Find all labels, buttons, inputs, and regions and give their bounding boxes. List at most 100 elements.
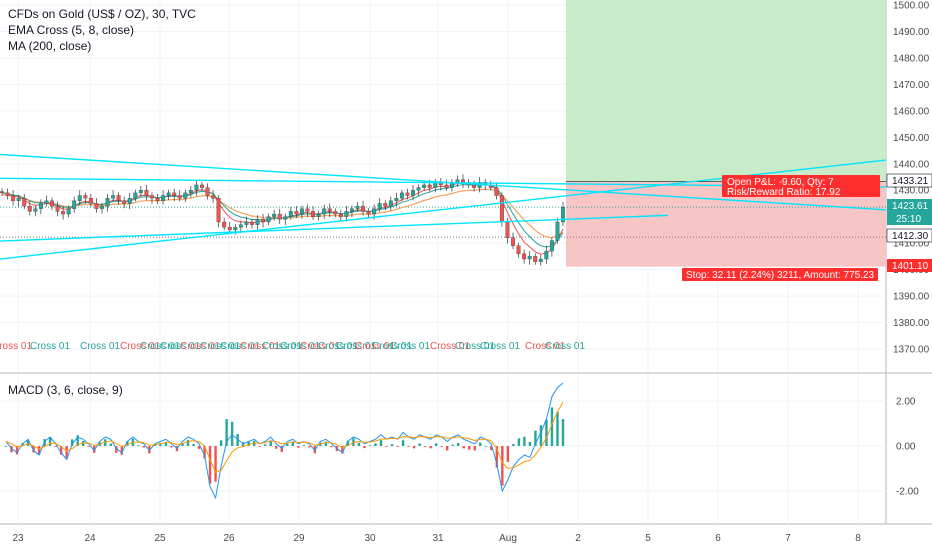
macd-histogram-bar [54, 446, 57, 447]
macd-histogram-bar [10, 446, 13, 453]
macd-axis[interactable]: 2.00 0.00 -2.00 [896, 397, 919, 498]
candle-body [0, 191, 4, 194]
candle-body [272, 213, 277, 217]
candle-body [166, 192, 171, 196]
cross-label: Cross 01 [120, 341, 160, 352]
macd-histogram-bar [302, 445, 306, 446]
macd-histogram-bar [275, 446, 278, 449]
cross-label: Cross 01 [160, 341, 200, 352]
macd-histogram-bar [561, 419, 565, 446]
candle-body [27, 205, 32, 212]
macd-histogram-bar [357, 442, 361, 446]
candle-body [105, 198, 110, 207]
candle-body [394, 198, 399, 201]
cross-label: Cross 01 [300, 341, 340, 352]
candle-body [61, 211, 66, 215]
price-tick-label: 1390.00 [893, 292, 930, 303]
candle-body [499, 195, 504, 223]
candle-body [383, 203, 388, 207]
macd-histogram-bar [15, 446, 19, 455]
cross-label: Cross 01 [80, 341, 120, 352]
macd-histogram-bar [429, 446, 432, 449]
macd-histogram-bar [440, 446, 443, 447]
macd-histogram-bar [120, 446, 124, 455]
macd-histogram-bar [352, 438, 355, 446]
cross-label: Cross 01 [455, 341, 495, 352]
candle-body [38, 203, 43, 209]
candle-body [255, 219, 260, 225]
cross-label: Cross 01 [355, 341, 395, 352]
macd-histogram-bar [297, 446, 300, 448]
candle-body [366, 211, 371, 215]
macd-histogram-bar [412, 446, 416, 449]
candle-body [533, 256, 538, 262]
candle-body [311, 211, 315, 217]
macd-histogram-bar [93, 446, 96, 453]
legend-macd[interactable]: MACD (3, 6, close, 9) [8, 383, 123, 397]
candle-body [561, 206, 565, 223]
candle-body [44, 200, 49, 204]
position-info[interactable]: Open P&L: -9.60, Qty: 7 Risk/Reward Rati… [722, 175, 880, 198]
candle-body [22, 198, 27, 207]
candle-body [344, 211, 349, 217]
macd-histogram-bar [181, 443, 184, 446]
candle-body [211, 195, 216, 199]
candle-body [238, 224, 243, 228]
legend-ema-cross[interactable]: EMA Cross (5, 8, close) [8, 23, 135, 37]
macd-histogram-bar [197, 446, 201, 449]
candle-body [399, 192, 404, 199]
cross-label: Cross 01 [30, 341, 70, 352]
cross-label: Cross 01 [480, 341, 520, 352]
macd-histogram-bar [208, 446, 212, 484]
macd-histogram-bar [550, 407, 554, 446]
macd-histogram-bar [512, 444, 515, 446]
candle-body [416, 187, 421, 191]
candle-body [72, 200, 77, 209]
cross-label: Cross 01 [545, 341, 585, 352]
stop-box [682, 268, 878, 281]
candle-body [194, 184, 199, 191]
candle-body [283, 216, 288, 220]
cross-label: Cross 01 [430, 341, 470, 352]
time-tick-label: 6 [715, 533, 721, 544]
macd-tick-label: -2.00 [896, 487, 919, 498]
candle-body [555, 221, 560, 241]
macd-legend[interactable]: MACD (3, 6, close, 9) [8, 382, 123, 398]
candle-body [250, 221, 254, 225]
cross-label: Cross 01 [262, 341, 302, 352]
legend-ma200[interactable]: MA (200, close) [8, 39, 92, 53]
time-axis[interactable]: 23 24 25 26 29 30 31 Aug 2 5 6 7 8 [12, 533, 861, 544]
macd-histogram-bar [26, 439, 30, 446]
chart-legend[interactable]: CFDs on Gold (US$ / OZ), 30, TVC EMA Cro… [8, 6, 196, 54]
macd-pane[interactable] [0, 374, 886, 524]
macd-histogram-bar [286, 443, 289, 446]
candle-body [444, 184, 449, 188]
macd-histogram-bar [374, 443, 377, 446]
tag-last: 1423.61 25:10 [887, 199, 932, 225]
macd-histogram-bar [59, 446, 63, 455]
candle-body [177, 195, 182, 199]
candle-body [472, 184, 477, 188]
macd-histogram-bar [4, 446, 8, 447]
macd-histogram-bar [523, 436, 526, 446]
macd-histogram-bar [280, 446, 283, 453]
candle-body [88, 198, 93, 204]
legend-title[interactable]: CFDs on Gold (US$ / OZ), 30, TVC [8, 7, 196, 21]
cross-label: Cross 01 [0, 341, 32, 352]
macd-histogram-bar [484, 445, 487, 447]
candle-body [172, 192, 177, 196]
stop-info[interactable]: Stop: 32.11 (2.24%) 3211, Amount: 775.23 [682, 268, 878, 281]
time-tick-label: 30 [364, 533, 376, 544]
cross-label: Cross 01 [200, 341, 240, 352]
candle-body [511, 237, 515, 246]
macd-histogram-bar [164, 441, 168, 446]
stop-text: Stop: 32.11 (2.24%) 3211, Amount: 775.23 [686, 270, 875, 281]
candle-body [138, 190, 143, 194]
candle-body [33, 208, 38, 212]
macd-histogram-bar [37, 446, 41, 455]
macd-histogram-bar [48, 437, 52, 446]
macd-tick-label: 0.00 [896, 442, 916, 453]
candle-body [516, 245, 521, 254]
candle-body [355, 205, 360, 209]
